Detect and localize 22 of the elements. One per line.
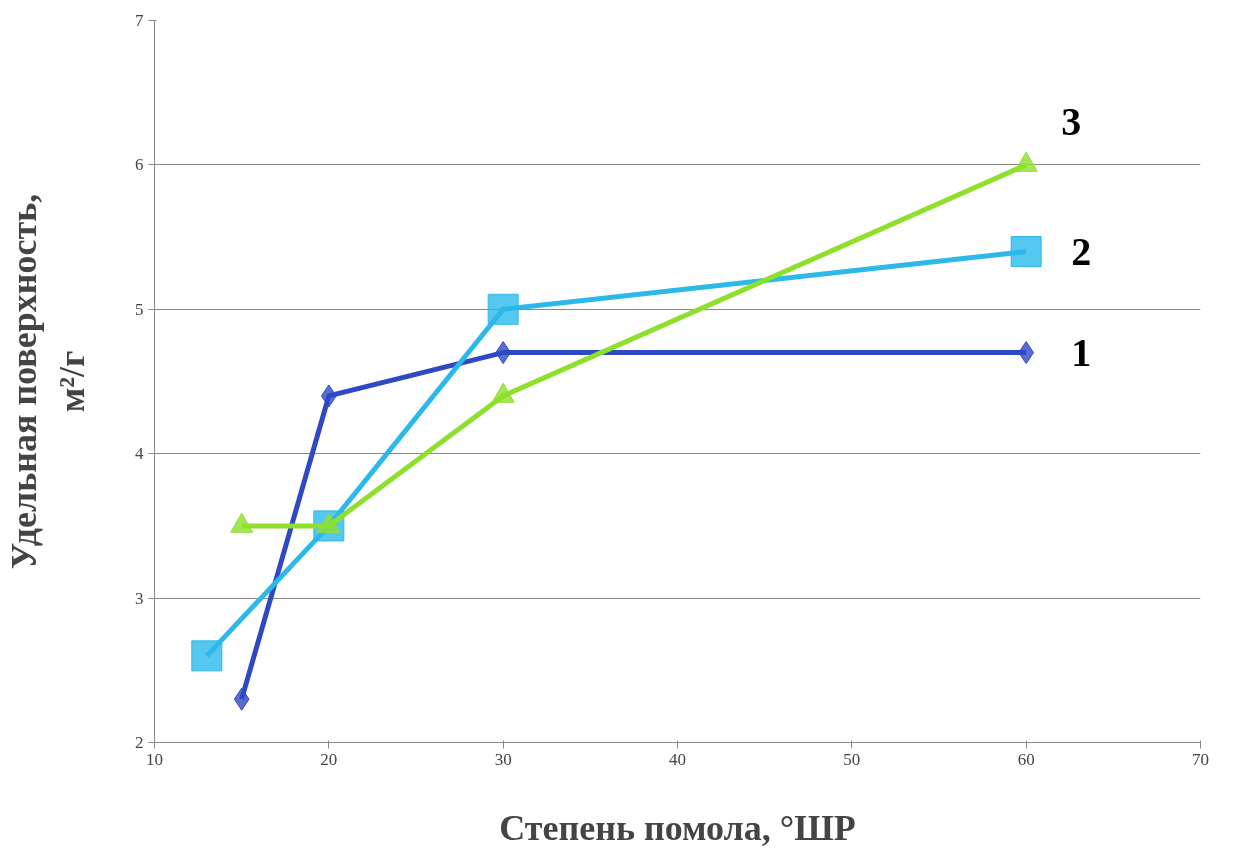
point (233, 687, 250, 711)
x-tick-label: 60 (1017, 749, 1035, 769)
x-tick-label: 10 (146, 749, 163, 769)
y-tick-label: 4 (135, 444, 144, 464)
x-tick-label: 30 (494, 749, 512, 769)
x-tick-label: 20 (320, 749, 338, 769)
y-tick-label: 2 (135, 733, 144, 752)
y-tick-label: 7 (135, 11, 144, 30)
series-label: 2 (1071, 228, 1092, 274)
x-axis-title: Степень помола, °ШР (499, 807, 856, 848)
y-tick-label: 6 (135, 155, 144, 175)
y-tick-label: 3 (135, 588, 144, 608)
series-label: 3 (1061, 98, 1082, 144)
x-tick-label: 50 (843, 749, 861, 769)
series-label: 1 (1071, 329, 1092, 375)
point (1010, 236, 1042, 268)
x-tick-label: 70 (1192, 749, 1209, 769)
y-axis-title: Удельная поверхность, м²/г (4, 193, 92, 570)
point (487, 293, 519, 325)
x-tick-label: 40 (669, 749, 686, 769)
y-tick-label: 5 (135, 299, 144, 319)
point (191, 640, 223, 672)
